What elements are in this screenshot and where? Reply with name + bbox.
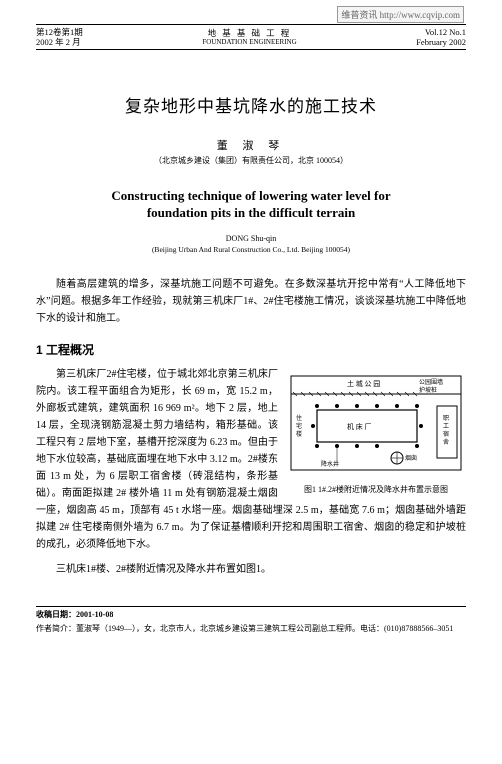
header-center: 地 基 基 础 工 程 FOUNDATION ENGINEERING (83, 28, 416, 47)
issue-date-cn: 2002 年 2 月 (36, 37, 83, 47)
affiliation-cn: （北京城乡建设（集团）有限责任公司，北京 100054） (36, 155, 466, 166)
fig-label-dorm1: 职 (443, 415, 449, 422)
figure-1-svg: 土 城 公 园 公园围墙 护坡桩 职 工 宿 舍 住 宅 楼 机 床 厂 降水井… (287, 370, 465, 482)
svg-text:宅: 宅 (296, 422, 302, 430)
article-title-en: Constructing technique of lowering water… (36, 188, 466, 222)
page-header: 第12卷第1期 2002 年 2 月 地 基 基 础 工 程 FOUNDATIO… (36, 24, 466, 50)
footer-rule (36, 606, 466, 607)
affiliation-en: (Beijing Urban And Rural Construction Co… (36, 245, 466, 254)
fig-label-park: 土 城 公 园 (347, 379, 380, 388)
journal-title-cn: 地 基 基 础 工 程 (83, 28, 416, 38)
received-date: 收稿日期：2001-10-08 (36, 609, 466, 621)
intro-paragraph: 随着高层建筑的增多，深基坑施工问题不可避免。在多数深基坑开挖中常有“人工降低地下… (36, 276, 466, 327)
section-1-heading: 1 工程概况 (36, 341, 466, 358)
author-en: DONG Shu-qin (36, 234, 466, 243)
author-cn: 董 淑 琴 (36, 137, 466, 153)
fig-label-chimney: 烟囱 (405, 454, 417, 462)
fig-label-factory: 机 床 厂 (347, 422, 372, 431)
header-right: Vol.12 No.1 February 2002 (416, 27, 466, 47)
watermark-box: 维普资讯 http://www.cqvip.com (337, 6, 464, 23)
fig-label-wall: 公园围墙 (419, 378, 443, 386)
section-1-paragraph-2: 三机床1#楼、2#楼附近情况及降水井布置如图1。 (36, 561, 466, 578)
author-bio: 作者简介：董淑琴（1949—），女，北京市人，北京城乡建设第三建筑工程公司副总工… (36, 623, 466, 635)
issue-vol-cn: 第12卷第1期 (36, 27, 83, 37)
svg-text:楼: 楼 (296, 430, 302, 438)
title-en-line1: Constructing technique of lowering water… (111, 188, 390, 203)
figure-1-caption: 图1 1#.2#楼附近情况及降水井布置示意图 (286, 484, 466, 495)
issue-date-en: February 2002 (416, 37, 466, 47)
fig-label-well: 降水井 (321, 460, 339, 468)
article-title-cn: 复杂地形中基坑降水的施工技术 (36, 92, 466, 117)
header-left: 第12卷第1期 2002 年 2 月 (36, 27, 83, 47)
figure-1: 土 城 公 园 公园围墙 护坡桩 职 工 宿 舍 住 宅 楼 机 床 厂 降水井… (286, 370, 466, 495)
journal-title-en: FOUNDATION ENGINEERING (83, 38, 416, 46)
title-en-line2: foundation pits in the difficult terrain (147, 205, 355, 220)
issue-vol-en: Vol.12 No.1 (416, 27, 466, 37)
fig-label-pile: 护坡桩 (419, 386, 437, 394)
svg-text:工: 工 (443, 423, 449, 430)
svg-text:舍: 舍 (443, 438, 449, 446)
svg-text:住: 住 (296, 414, 302, 422)
svg-text:宿: 宿 (443, 430, 449, 438)
